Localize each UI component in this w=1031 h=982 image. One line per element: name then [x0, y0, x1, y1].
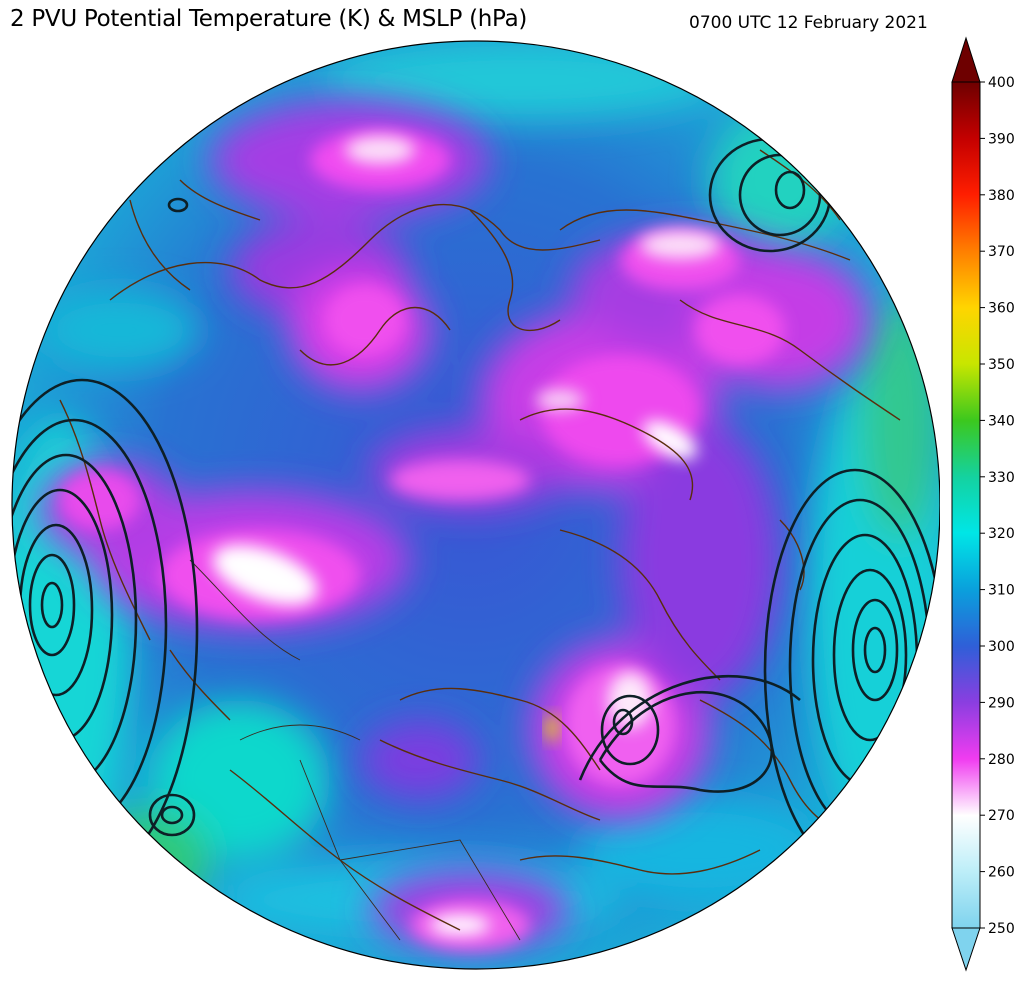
colorbar-tick-label: 310 [988, 583, 1015, 599]
valid-time: 0700 UTC 12 February 2021 [689, 13, 928, 33]
borders [189, 559, 521, 941]
colorbar-tick-label: 260 [988, 865, 1015, 881]
colorbar-upper-extend [951, 36, 981, 83]
colorbar-gradient [951, 81, 981, 929]
colorbar-tick-label: 370 [988, 244, 1015, 260]
colorbar-tick-label: 340 [988, 413, 1015, 429]
coastlines [59, 149, 901, 931]
colorbar-lower-extend [951, 927, 981, 972]
colorbar-ticks: 400 390 380 370 360 350 340 330 320 310 300 290 280 2… [980, 75, 1015, 937]
colorbar-tick-label: 390 [988, 131, 1015, 147]
colorbar-tick-label: 290 [988, 695, 1015, 711]
colorbar-tick-label: 250 [988, 921, 1015, 937]
colorbar-tick-label: 400 [988, 75, 1015, 91]
colorbar-tick-label: 330 [988, 470, 1015, 486]
white-cold-cores [212, 136, 720, 935]
colorbar-tick-label: 360 [988, 301, 1015, 317]
warm-spot [546, 714, 558, 742]
colorbar-tick-label: 270 [988, 808, 1015, 824]
colorbar-tick-label: 300 [988, 639, 1015, 655]
colorbar: 400 390 380 370 360 350 340 330 320 310 300 290 280 2… [951, 36, 1015, 972]
polar-map [11, 40, 940, 970]
chart-title: 2 PVU Potential Temperature (K) & MSLP (… [10, 6, 528, 32]
colorbar-tick-label: 280 [988, 752, 1015, 768]
colorbar-tick-label: 320 [988, 526, 1015, 542]
colorbar-tick-label: 380 [988, 188, 1015, 204]
colorbar-tick-label: 350 [988, 357, 1015, 373]
map-boundary [11, 40, 940, 970]
potential-temperature-field [12, 41, 940, 969]
